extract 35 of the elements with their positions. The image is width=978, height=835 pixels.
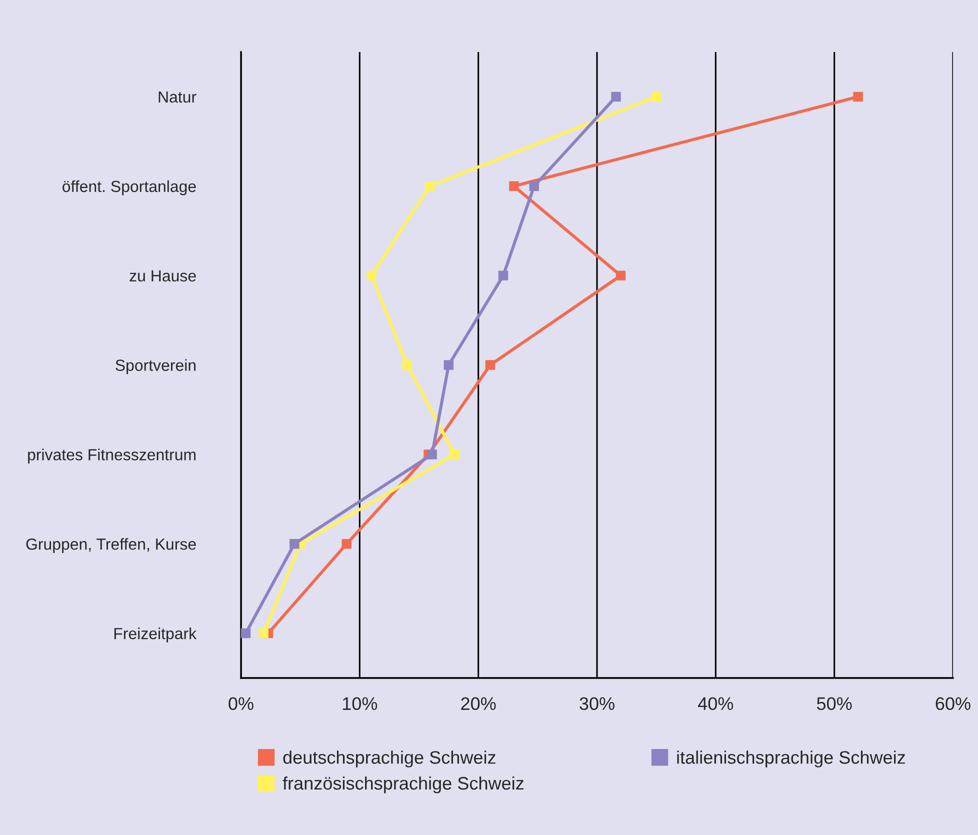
- y-tick-label: privates Fitnesszentrum: [28, 448, 196, 464]
- x-tick-label: 20%: [461, 697, 496, 710]
- y-tick-label: Freizeitpark: [114, 628, 197, 642]
- point: [342, 538, 352, 549]
- point: [366, 270, 376, 280]
- point: [498, 270, 508, 280]
- point: [424, 181, 435, 192]
- point: [485, 360, 496, 370]
- y-tick-label: Natur: [158, 92, 196, 103]
- point: [427, 450, 437, 460]
- legend-label: deutschsprachige Schweiz: [283, 750, 496, 768]
- y-tick-label: öffent. Sportanlage: [62, 180, 196, 196]
- point: [651, 92, 662, 102]
- point: [611, 92, 621, 102]
- point: [240, 628, 251, 638]
- y-tick-label: zu Hause: [130, 270, 196, 282]
- point: [402, 360, 412, 370]
- point: [509, 181, 519, 192]
- y-tick-label: Sportverein: [116, 359, 196, 374]
- point: [290, 538, 300, 549]
- legend-label: italienischsprachige Schweiz: [677, 750, 905, 768]
- x-tick-label: 40%: [698, 697, 734, 710]
- point: [529, 181, 539, 192]
- point: [258, 628, 268, 638]
- point: [450, 450, 460, 460]
- legend-label: französischsprachige Schweiz: [282, 776, 524, 794]
- x-tick-label: 30%: [580, 697, 614, 710]
- point: [444, 360, 454, 370]
- x-tick-label: 50%: [816, 697, 852, 710]
- x-tick-label: 60%: [936, 697, 970, 710]
- y-tick-label: Gruppen, Treffen, Kurse: [26, 538, 196, 553]
- point: [616, 270, 626, 280]
- point: [853, 92, 863, 102]
- x-tick-label: 0%: [228, 697, 254, 710]
- x-tick-label: 10%: [342, 697, 378, 710]
